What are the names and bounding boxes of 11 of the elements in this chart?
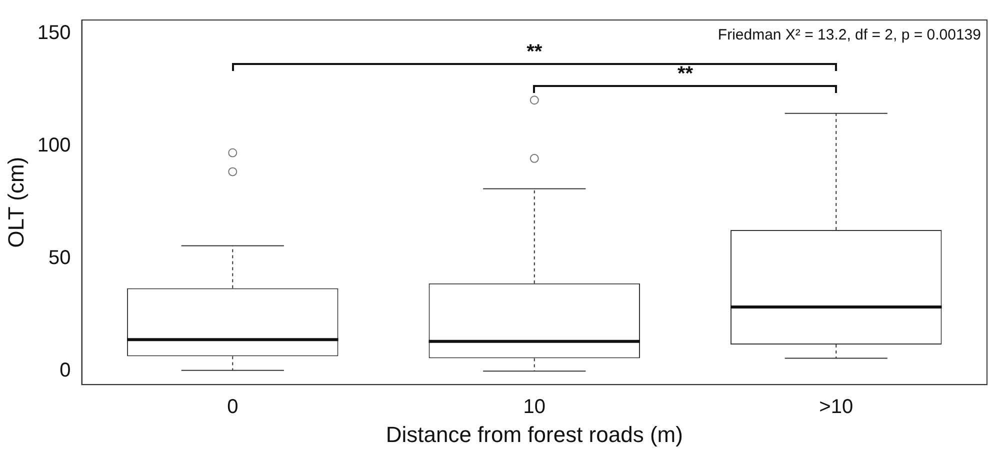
y-tick-label: 50 bbox=[48, 247, 71, 270]
y-tick-label: 0 bbox=[60, 360, 71, 382]
annotation: Friedman X² = 13.2, df = 2, p = 0.00139 bbox=[718, 26, 981, 44]
x-tick-label: 0 bbox=[227, 396, 238, 418]
x-tick-label: >10 bbox=[819, 396, 854, 418]
y-axis-title: OLT (cm) bbox=[3, 156, 28, 248]
y-tick-label: 150 bbox=[37, 22, 71, 44]
x-axis-title: Distance from forest roads (m) bbox=[386, 422, 683, 447]
y-tick-label: 100 bbox=[37, 134, 71, 157]
annotation: ** bbox=[526, 40, 544, 63]
x-tick-label: 10 bbox=[523, 396, 546, 418]
